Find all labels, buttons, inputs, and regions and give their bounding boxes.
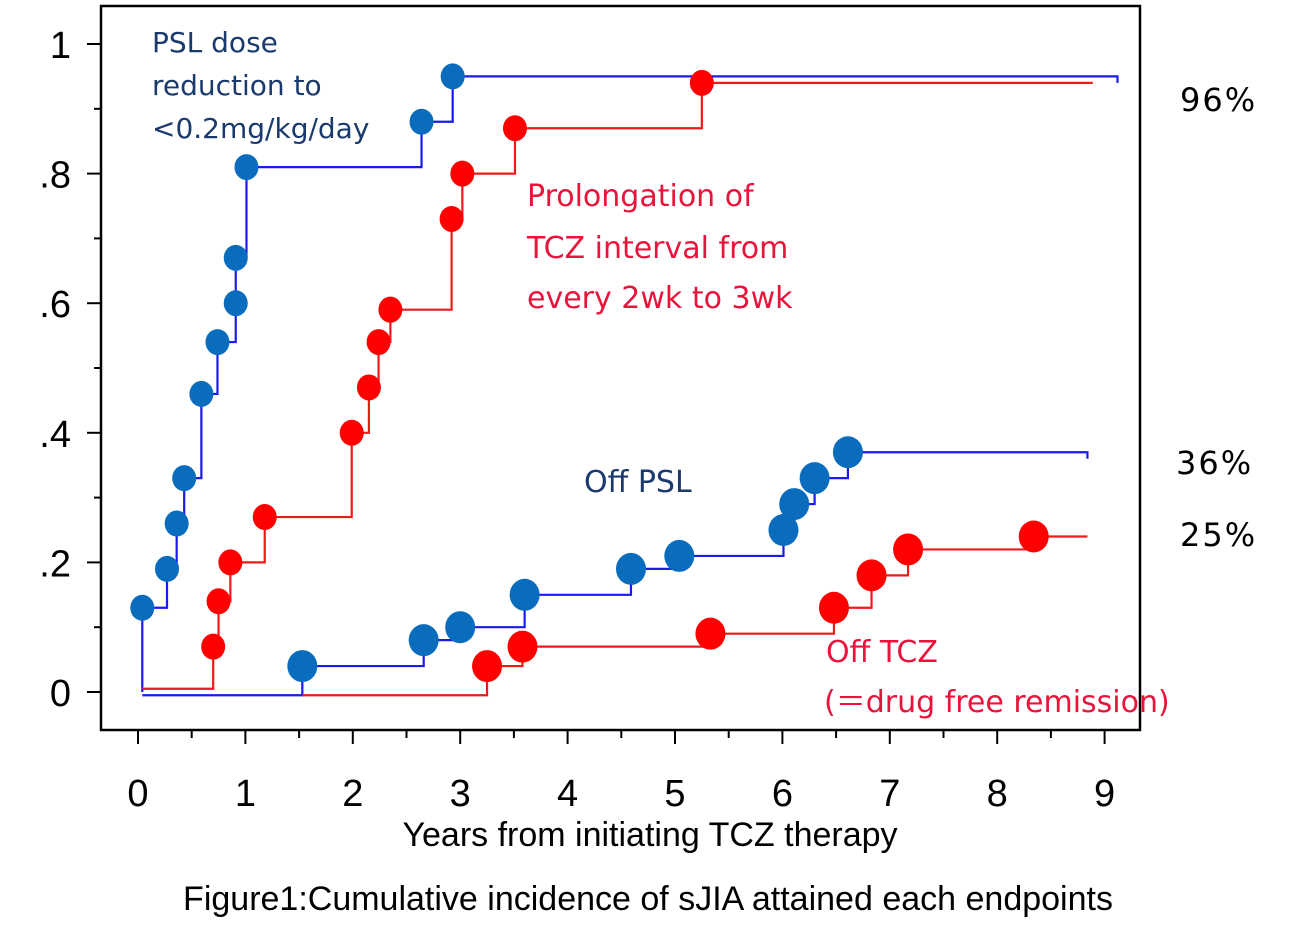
event-marker [223,244,248,271]
x-tick-label: 2 [342,773,363,815]
annotation-tcz-interval-line3: every 2wk to 3wk [527,281,793,316]
event-marker [154,555,179,582]
x-tick-label: 5 [664,773,685,815]
event-marker [130,594,155,621]
y-tick-label: .6 [39,284,71,326]
event-marker [664,539,695,572]
x-tick-label: 0 [127,773,148,815]
event-marker [164,510,189,537]
event-marker [799,462,830,495]
event-marker [408,624,439,657]
event-marker [615,552,646,585]
event-marker [695,617,726,650]
event-marker [234,154,259,181]
series-off-psl [142,436,1089,697]
y-tick-label: 0 [50,673,71,715]
event-marker [218,549,243,576]
event-marker [450,160,475,187]
x-tick-label: 6 [772,773,793,815]
event-marker [252,504,277,531]
annotation-tcz-interval-line1: Prolongation of [527,179,755,214]
event-marker [339,419,364,446]
y-tick-label: .4 [39,414,71,456]
event-marker [768,514,799,546]
series-line [302,535,1088,697]
event-marker [205,329,230,356]
x-tick-label: 7 [879,773,900,815]
x-tick-label: 9 [1094,773,1115,815]
event-marker [440,63,465,90]
x-tick-label: 4 [557,773,578,815]
figure-caption: Figure1:Cumulative incidence of sJIA att… [183,880,1113,918]
event-marker [779,488,810,521]
annotation-tcz-interval-line2: TCZ interval from [526,231,788,266]
x-axis-title: Years from initiating TCZ therapy [402,816,897,854]
series-line [142,81,1093,690]
series-off-tcz-drug-free-remission [302,520,1088,697]
event-marker [287,650,318,683]
x-tick-label: 3 [450,773,471,815]
x-tick-label: 8 [987,773,1008,815]
event-marker [409,108,434,135]
series-prolongation-of-tcz-interval-from-every-2wk-to-3wk [142,69,1093,690]
y-tick-label: .2 [39,543,71,585]
y-tick-label: .8 [39,155,71,197]
annotation-off-tcz-line2: (＝drug free remission) [824,685,1170,720]
final-label-96: 96% [1180,81,1257,119]
event-marker [201,633,226,660]
annotation-psl-dose-line2: reduction to [152,69,322,102]
event-marker [472,650,503,683]
x-tick-label: 1 [235,773,256,815]
event-marker [832,436,863,469]
event-marker [189,380,214,407]
event-marker [509,578,540,611]
series-line [141,75,1119,692]
final-label-36: 36% [1176,444,1253,482]
event-marker [893,533,924,566]
x-axis: 0 1 2 3 4 5 6 7 8 9 [127,730,1115,815]
y-axis: 0 .2 .4 .6 .8 1 [39,25,101,715]
event-marker [378,296,403,323]
event-marker [366,329,391,356]
annotation-psl-dose-line1: PSL dose [152,26,278,59]
annotation-psl-dose-line3: <0.2mg/kg/day [152,112,369,145]
event-marker [445,611,476,644]
event-marker [856,559,887,592]
event-marker [502,115,527,142]
event-marker [818,591,849,624]
event-marker [206,588,231,615]
event-marker [507,630,538,663]
series-layer [130,63,1119,697]
event-marker [223,290,248,317]
event-marker [439,205,464,232]
y-tick-label: 1 [50,25,71,67]
series-psl-dose-reduction-to-0-2mg-kg-day [130,63,1119,692]
event-marker [689,69,714,96]
annotation-off-tcz-line1: Off TCZ [826,635,938,670]
event-marker [1018,520,1049,553]
event-marker [172,465,197,492]
event-marker [356,374,381,401]
final-label-25: 25% [1180,516,1257,554]
annotation-off-psl: Off PSL [584,465,692,500]
